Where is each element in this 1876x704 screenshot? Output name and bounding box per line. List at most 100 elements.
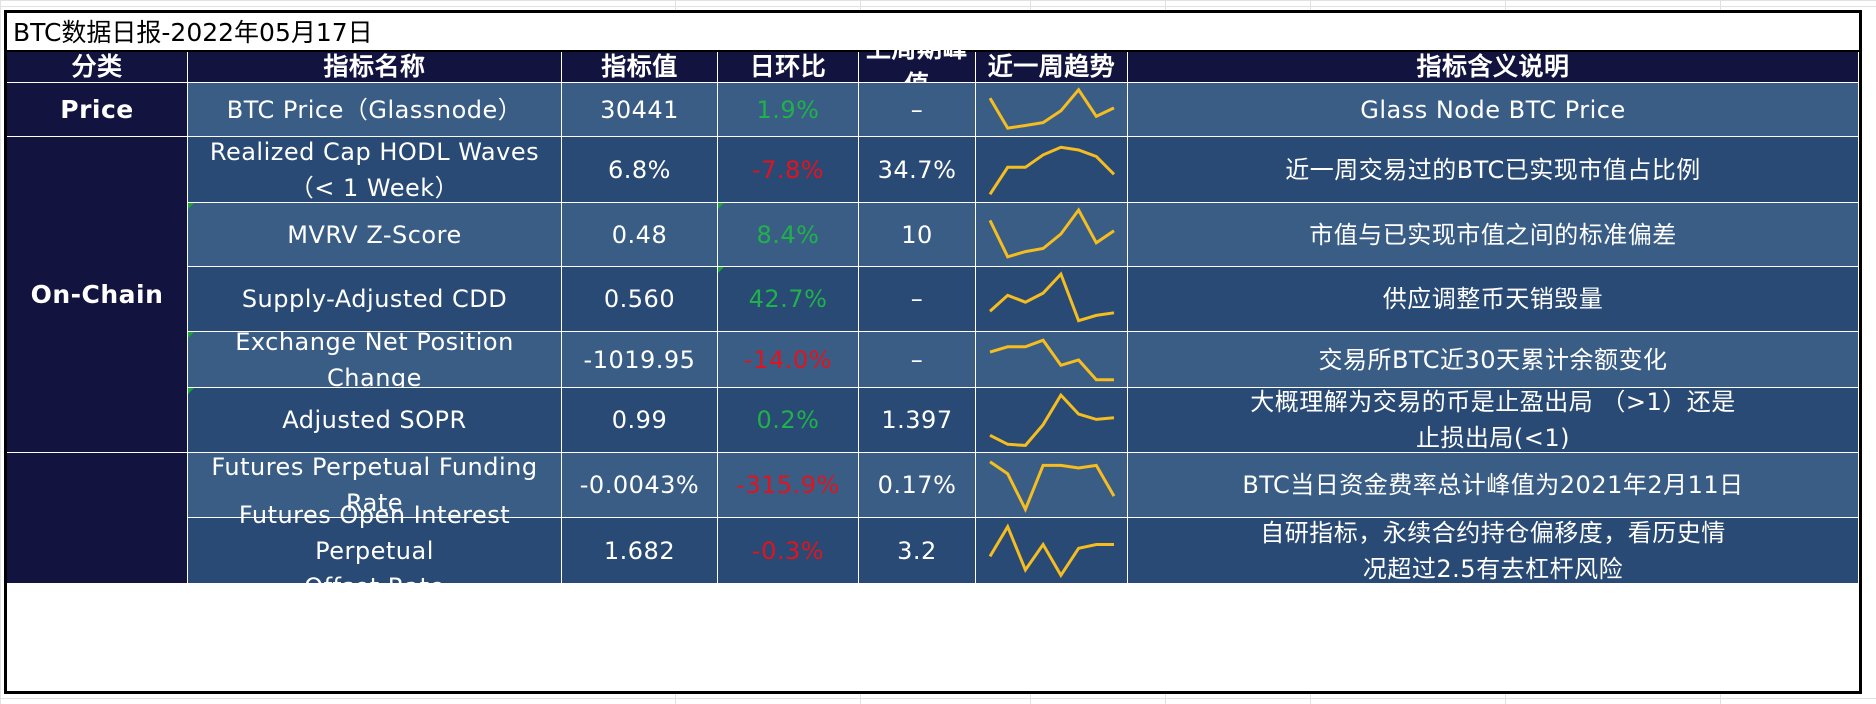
open-interest-offset-name-cell[interactable]: Futures Open Interest Perpetual Offset Ra… — [188, 501, 562, 601]
open-interest-offset-description-line2: 况超过2.5有去杠杆风险 — [1362, 554, 1624, 583]
hodl-waves-trend-cell[interactable] — [976, 137, 1128, 203]
btc-price-previous-peak: – — [910, 95, 924, 124]
header-description[interactable]: 指标含义说明 — [1128, 52, 1859, 83]
adjusted-sopr-description-cell[interactable]: 大概理解为交易的币是止盈出局 （>1）还是 止损出局(<1) — [1128, 388, 1859, 453]
btc-price-name: BTC Price（Glassnode） — [226, 95, 523, 124]
supply-adjusted-cdd-trend-cell[interactable] — [976, 267, 1128, 332]
supply-adjusted-cdd-trend-sparkline — [988, 270, 1115, 323]
header-weekly-trend-label: 近一周趋势 — [987, 52, 1116, 81]
mvrv-zscore-value-cell[interactable]: 0.48 — [562, 203, 718, 267]
mvrv-zscore-description-cell[interactable]: 市值与已实现市值之间的标准偏差 — [1128, 203, 1859, 267]
hodl-waves-change-cell[interactable]: -7.8% — [718, 137, 859, 203]
cell-comment-marker[interactable] — [188, 388, 194, 394]
funding-rate-daily-change: -315.9% — [736, 471, 840, 499]
btc-price-trend-cell[interactable] — [976, 83, 1128, 137]
adjusted-sopr-description-line2: 止损出局(<1) — [1415, 424, 1571, 452]
supply-adjusted-cdd-name: Supply-Adjusted CDD — [241, 285, 508, 313]
btc-price-peak-cell[interactable]: – — [859, 83, 976, 137]
adjusted-sopr-value-cell[interactable]: 0.99 — [562, 388, 718, 453]
exchange-net-position-name-cell[interactable]: Exchange Net Position Change — [188, 328, 562, 392]
header-daily-change[interactable]: 日环比 — [718, 52, 859, 83]
btc-price-value: 30441 — [600, 95, 679, 124]
exchange-net-position-name: Exchange Net Position Change — [235, 327, 514, 392]
funding-rate-description: BTC当日资金费率总计峰值为2021年2月11日 — [1242, 471, 1744, 499]
category-price-label: Price — [60, 94, 134, 124]
category-derivatives[interactable] — [7, 453, 188, 584]
funding-rate-value-cell[interactable]: -0.0043% — [562, 453, 718, 518]
btc-price-value-cell[interactable]: 30441 — [562, 83, 718, 137]
open-interest-offset-value-cell[interactable]: 1.682 — [562, 518, 718, 584]
hodl-waves-name-cell[interactable]: Realized Cap HODL Waves （< 1 Week） — [188, 137, 562, 203]
mvrv-zscore-name-cell[interactable]: MVRV Z-Score — [188, 203, 562, 267]
funding-rate-change-cell[interactable]: -315.9% — [718, 453, 859, 518]
exchange-net-position-description-cell[interactable]: 交易所BTC近30天累计余额变化 — [1128, 332, 1859, 388]
adjusted-sopr-trend-cell[interactable] — [976, 388, 1128, 453]
open-interest-offset-description: 自研指标，永续合约持仓偏移度，看历史情 — [1260, 518, 1726, 547]
mvrv-zscore-trend-cell[interactable] — [976, 203, 1128, 267]
hodl-waves-value-cell[interactable]: 6.8% — [562, 137, 718, 203]
category-on-chain[interactable]: On-Chain — [7, 137, 188, 453]
hodl-waves-description-cell[interactable]: 近一周交易过的BTC已实现市值占比例 — [1128, 137, 1859, 203]
header-metric-name[interactable]: 指标名称 — [188, 52, 562, 83]
open-interest-offset-name-line2: Offset Rate — [304, 572, 445, 601]
open-interest-offset-change-cell[interactable]: -0.3% — [718, 518, 859, 584]
adjusted-sopr-peak-cell[interactable]: 1.397 — [859, 388, 976, 453]
exchange-net-position-change-cell[interactable]: -14.0% — [718, 332, 859, 388]
report-title[interactable]: BTC数据日报-2022年05月17日 — [7, 13, 1859, 52]
header-metric-value-label: 指标值 — [601, 52, 678, 81]
exchange-net-position-value-cell[interactable]: -1019.95 — [562, 332, 718, 388]
mvrv-zscore-change-cell[interactable]: 8.4% — [718, 203, 859, 267]
supply-adjusted-cdd-trend-line — [988, 270, 1115, 323]
adjusted-sopr-change-cell[interactable]: 0.2% — [718, 388, 859, 453]
header-daily-change-label: 日环比 — [749, 52, 827, 81]
open-interest-offset-peak-cell[interactable]: 3.2 — [859, 518, 976, 584]
cell-comment-marker[interactable] — [718, 267, 724, 273]
adjusted-sopr-name: Adjusted SOPR — [282, 406, 467, 434]
btc-price-description-cell[interactable]: Glass Node BTC Price — [1128, 83, 1859, 137]
open-interest-offset-trend-line — [988, 522, 1114, 578]
mvrv-zscore-trend-line — [988, 206, 1115, 259]
supply-adjusted-cdd-value: 0.560 — [603, 285, 676, 313]
header-previous-peak[interactable]: 上周期峰值 — [859, 34, 976, 99]
cell-comment-marker[interactable] — [188, 332, 194, 338]
supply-adjusted-cdd-name-cell[interactable]: Supply-Adjusted CDD — [188, 267, 562, 332]
cell-comment-marker[interactable] — [718, 203, 724, 209]
open-interest-offset-description-cell[interactable]: 自研指标，永续合约持仓偏移度，看历史情 况超过2.5有去杠杆风险 — [1128, 518, 1859, 584]
header-description-label: 指标含义说明 — [1416, 52, 1570, 81]
btc-daily-report: BTC数据日报-2022年05月17日 分类 指标名称 指标值 日环比 上周期峰值近一周… — [4, 10, 1862, 694]
adjusted-sopr-daily-change: 0.2% — [756, 406, 820, 434]
supply-adjusted-cdd-description-cell[interactable]: 供应调整币天销毁量 — [1128, 267, 1859, 332]
btc-price-name-cell[interactable]: BTC Price（Glassnode） — [188, 83, 562, 137]
funding-rate-name-cell[interactable]: Futures Perpetual Funding Rate — [188, 453, 562, 518]
btc-price-description: Glass Node BTC Price — [1360, 95, 1626, 124]
funding-rate-description-cell[interactable]: BTC当日资金费率总计峰值为2021年2月11日 — [1128, 453, 1859, 518]
category-price[interactable]: Price — [7, 83, 188, 137]
open-interest-offset-value: 1.682 — [603, 536, 676, 565]
exchange-net-position-trend-line — [989, 337, 1114, 381]
header-category[interactable]: 分类 — [7, 52, 188, 83]
hodl-waves-trend-sparkline — [988, 145, 1116, 195]
category-on-chain-label: On-Chain — [30, 279, 164, 309]
funding-rate-trend-line — [989, 459, 1116, 513]
cell-comment-marker[interactable] — [188, 203, 194, 209]
supply-adjusted-cdd-peak-cell[interactable]: – — [859, 267, 976, 332]
hodl-waves-value: 6.8% — [608, 155, 671, 184]
exchange-net-position-daily-change: -14.0% — [744, 345, 832, 374]
hodl-waves-peak-cell[interactable]: 34.7% — [859, 137, 976, 203]
adjusted-sopr-name-cell[interactable]: Adjusted SOPR — [188, 388, 562, 453]
supply-adjusted-cdd-change-cell[interactable]: 42.7% — [718, 267, 859, 332]
open-interest-offset-daily-change: -0.3% — [751, 536, 825, 565]
header-weekly-trend[interactable]: 近一周趋势 — [976, 52, 1128, 83]
supply-adjusted-cdd-value-cell[interactable]: 0.560 — [562, 267, 718, 332]
exchange-net-position-previous-peak: – — [910, 345, 924, 374]
exchange-net-position-peak-cell[interactable]: – — [859, 332, 976, 388]
open-interest-offset-trend-cell[interactable] — [976, 518, 1128, 584]
exchange-net-position-description: 交易所BTC近30天累计余额变化 — [1318, 345, 1668, 374]
exchange-net-position-trend-cell[interactable] — [976, 332, 1128, 388]
funding-rate-value: -0.0043% — [579, 471, 700, 499]
funding-rate-peak-cell[interactable]: 0.17% — [859, 453, 976, 518]
btc-price-change-cell[interactable]: 1.9% — [718, 83, 859, 137]
header-metric-value[interactable]: 指标值 — [562, 52, 718, 83]
funding-rate-trend-cell[interactable] — [976, 453, 1128, 518]
mvrv-zscore-peak-cell[interactable]: 10 — [859, 203, 976, 267]
